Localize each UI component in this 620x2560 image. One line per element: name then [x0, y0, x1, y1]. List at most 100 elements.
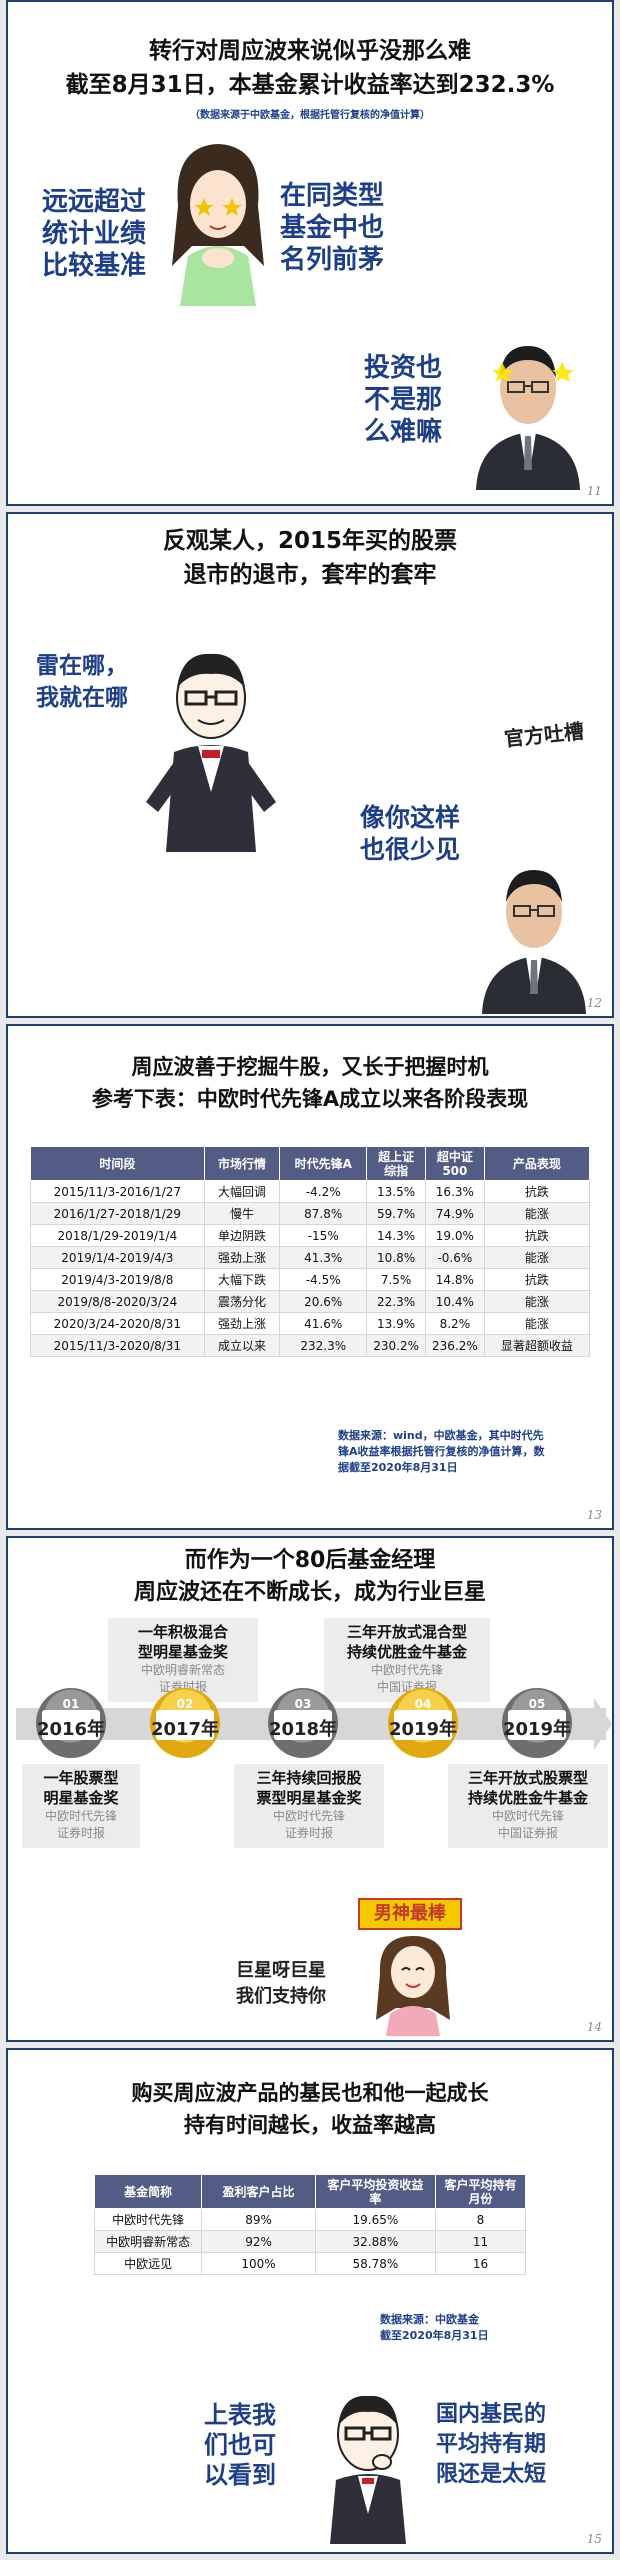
table-cell: 2019/8/8-2020/3/24: [30, 1290, 205, 1313]
table-cell: 58.78%: [314, 2252, 436, 2275]
table-cell: -4.2%: [279, 1180, 368, 1203]
table-cell: 抗跌: [483, 1268, 591, 1291]
slide-15-left-text: 上表我 们也可 以看到: [204, 2401, 276, 2489]
table-cell: 2020/3/24-2020/8/31: [30, 1312, 205, 1335]
slide-12: 反观某人，2015年买的股票 退市的退市，套牢的套牢 雷在哪， 我就在哪 官方吐槽…: [6, 512, 614, 1018]
slide-12-title-1: 反观某人，2015年买的股票: [162, 528, 457, 554]
slide-12-right-text: 像你这样 也很少见: [360, 803, 461, 864]
slide-13: 周应波善于挖掘牛股，又长于把握时机 参考下表：中欧时代先锋A成立以来各阶段表现 …: [6, 1024, 614, 1530]
page-number: 15: [586, 2532, 602, 2546]
table-cell: 19.65%: [314, 2208, 436, 2231]
fund-manager-avatar: [474, 844, 594, 1014]
timeline-node-2018: 03 2018年: [268, 1688, 338, 1758]
slide-11-left-text: 远远超过 统计业绩 比较基准: [42, 187, 147, 281]
column-header: 超上证综指: [366, 1146, 426, 1181]
table-cell: 10.4%: [424, 1290, 485, 1313]
thinking-man-illustration: [308, 2384, 428, 2544]
slide-12-left-text: 雷在哪， 我就在哪: [36, 653, 128, 711]
column-header: 时间段: [30, 1146, 205, 1181]
timeline-node-2017: 02 2017年: [150, 1688, 220, 1758]
column-header: 盈利客户占比: [201, 2174, 316, 2209]
table-cell: 强劲上涨: [203, 1246, 281, 1269]
table-cell: 大幅下跌: [203, 1268, 281, 1291]
table-cell: 慢牛: [203, 1202, 281, 1225]
table-cell: 强劲上涨: [203, 1312, 281, 1335]
table-cell: 22.3%: [366, 1290, 426, 1313]
table-row: 2018/1/29-2019/1/4 单边阴跌 -15% 14.3% 19.0% 抗跌: [30, 1224, 591, 1247]
table-cell: 230.2%: [366, 1334, 426, 1357]
stage-performance-table: 时间段 市场行情 时代先锋A 超上证综指 超中证500 产品表现 2015/11…: [30, 1146, 591, 1357]
timeline-node-2019-b: 05 2019年: [502, 1688, 572, 1758]
cartoon-girl-illustration: [158, 136, 278, 306]
award-2018: 三年持续回报股 票型明星基金奖 中欧时代先锋 证券时报: [256, 1769, 362, 1840]
slide-14: 而作为一个80后基金经理 周应波还在不断成长，成为行业巨星 一年积极混合 型明星…: [6, 1536, 614, 2042]
page-number: 11: [586, 484, 602, 498]
table-cell: 抗跌: [483, 1224, 591, 1247]
slide-12-tag: 官方吐槽: [502, 718, 586, 752]
award-box: [22, 1764, 140, 1848]
table-row: 2015/11/3-2020/8/31 成立以来 232.3% 230.2% 236.2…: [30, 1334, 591, 1357]
slide-15-title-1: 购买周应波产品的基民也和他一起成长: [131, 2081, 489, 2105]
table-cell: 震荡分化: [203, 1290, 281, 1313]
cartoon-man-tuxedo-illustration: [136, 642, 286, 862]
table-cell: 能涨: [483, 1246, 591, 1269]
table-cell: 能涨: [483, 1312, 591, 1335]
table-cell: 2015/11/3-2016/1/27: [30, 1180, 205, 1203]
award-2019-bottom: 三年开放式股票型 持续优胜金牛基金 中欧时代先锋 中国证券报: [467, 1769, 588, 1840]
slide-13-title-2: 参考下表：中欧时代先锋A成立以来各阶段表现: [91, 1087, 529, 1111]
table-cell: 7.5%: [366, 1268, 426, 1291]
award-2017: 一年积极混合 型明星基金奖 中欧明睿新常态 证券时报: [137, 1623, 228, 1694]
table-cell: 74.9%: [424, 1202, 485, 1225]
column-header: 客户平均持有月份: [434, 2174, 527, 2209]
table-row: 2019/8/8-2020/3/24 震荡分化 20.6% 22.3% 10.4% 能涨: [30, 1290, 591, 1313]
table-cell: 2018/1/29-2019/1/4: [30, 1224, 205, 1247]
table-cell: 13.9%: [366, 1312, 426, 1335]
table-cell: 32.88%: [314, 2230, 436, 2253]
table-cell: 41.6%: [279, 1312, 368, 1335]
table-cell: 8.2%: [424, 1312, 485, 1335]
table-row: 2015/11/3-2016/1/27 大幅回调 -4.2% 13.5% 16.3% 抗跌: [30, 1180, 591, 1203]
slide-14-title-1: 而作为一个80后基金经理: [184, 1548, 436, 1573]
table-cell: 单边阴跌: [203, 1224, 281, 1247]
column-header: 超中证500: [424, 1146, 485, 1181]
table-row: 2020/3/24-2020/8/31 强劲上涨 41.6% 13.9% 8.2% 能涨: [30, 1312, 591, 1335]
table-cell: 2016/1/27-2018/1/29: [30, 1202, 205, 1225]
award-2019-top: 三年开放式混合型 持续优胜金牛基金 中欧时代先锋 中国证券报: [346, 1623, 467, 1694]
page-number: 13: [586, 1508, 602, 1522]
fund-manager-avatar: [468, 320, 588, 490]
timeline-node-2019-a: 04 2019年: [388, 1688, 458, 1758]
slide-11-bottom-text: 投资也 不是那 么难嘛: [364, 353, 443, 447]
table-cell: 19.0%: [424, 1224, 485, 1247]
slide-15: 购买周应波产品的基民也和他一起成长 持有时间越长，收益率越高 基金简称 盈利客户…: [6, 2048, 614, 2554]
award-2016: 一年股票型 明星基金奖 中欧时代先锋 证券时报: [43, 1769, 119, 1840]
investor-return-table: 基金简称 盈利客户占比 客户平均投资收益率 客户平均持有月份 中欧时代先锋 89%…: [93, 2174, 527, 2275]
table-body: 中欧时代先锋 89% 19.65% 8 中欧明睿新常态 92% 32.88% 11 中欧远见 10…: [93, 2208, 527, 2275]
table-cell: 2019/4/3-2019/8/8: [30, 1268, 205, 1291]
table-cell: 16: [434, 2252, 527, 2275]
table-cell: 89%: [201, 2208, 316, 2231]
table-row: 2016/1/27-2018/1/29 慢牛 87.8% 59.7% 74.9% 能涨: [30, 1202, 591, 1225]
slide-11-title-1: 转行对周应波来说似乎没那么难: [149, 38, 471, 64]
table-cell: 92%: [201, 2230, 316, 2253]
table-cell: -4.5%: [279, 1268, 368, 1291]
award-box: [324, 1618, 490, 1702]
table-row: 中欧远见 100% 58.78% 16: [93, 2252, 527, 2275]
table-cell: 中欧明睿新常态: [93, 2230, 203, 2253]
table-cell: 41.3%: [279, 1246, 368, 1269]
column-header: 产品表现: [483, 1146, 591, 1181]
slide-11-title-2: 截至8月31日，本基金累计收益率达到232.3%: [65, 72, 555, 98]
page-number: 14: [586, 2020, 602, 2034]
table-cell: 8: [434, 2208, 527, 2231]
slide-12-title-2: 退市的退市，套牢的套牢: [183, 562, 437, 588]
slide-15-right-text: 国内基民的 平均持有期 限还是太短: [436, 2402, 547, 2487]
table-row: 2019/1/4-2019/4/3 强劲上涨 41.3% 10.8% -0.6% 能涨: [30, 1246, 591, 1269]
table-cell: 成立以来: [203, 1334, 281, 1357]
slide-15-source: 数据来源：中欧基金 截至2020年8月31日: [380, 2313, 489, 2342]
table-row: 2019/4/3-2019/8/8 大幅下跌 -4.5% 7.5% 14.8% 抗跌: [30, 1268, 591, 1291]
table-cell: 13.5%: [366, 1180, 426, 1203]
table-cell: 16.3%: [424, 1180, 485, 1203]
slide-13-title-1: 周应波善于挖掘牛股，又长于把握时机: [131, 1055, 489, 1079]
column-header: 市场行情: [203, 1146, 281, 1181]
column-header: 时代先锋A: [279, 1146, 368, 1181]
table-cell: 显著超额收益: [483, 1334, 591, 1357]
